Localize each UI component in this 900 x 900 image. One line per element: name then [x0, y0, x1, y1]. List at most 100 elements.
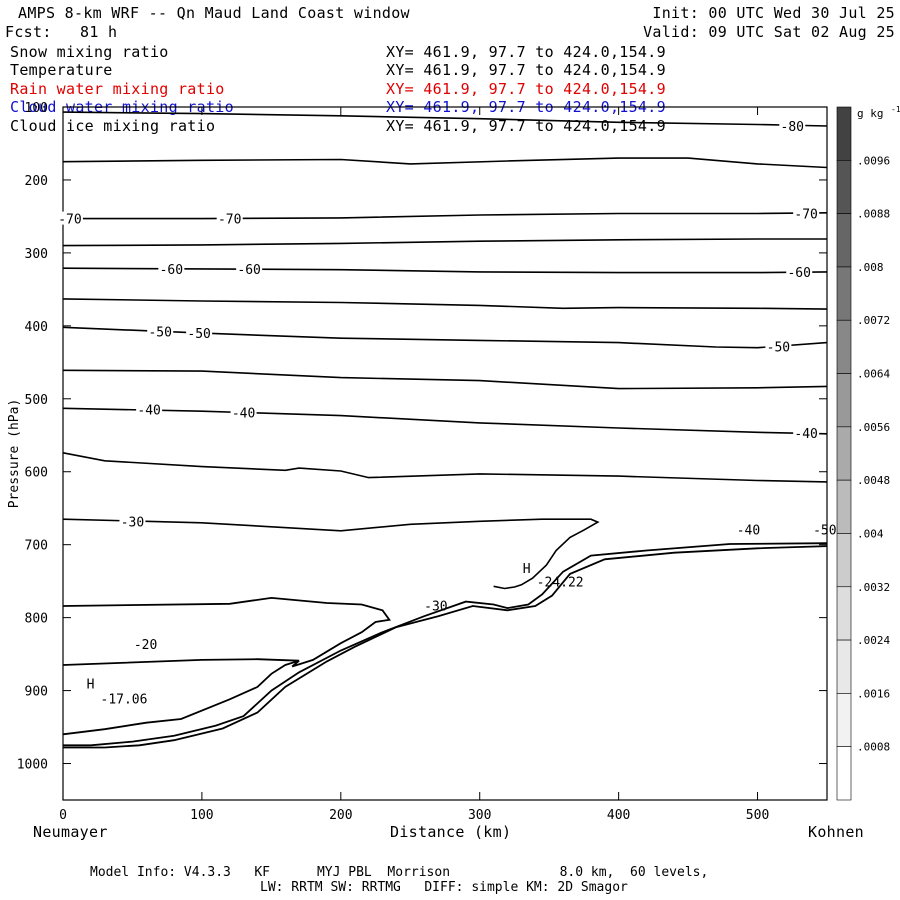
x-end-label-left: Neumayer: [33, 823, 108, 841]
field-name-rain: Rain water mixing ratio: [10, 80, 225, 98]
isotherm-label-bg: [158, 261, 185, 275]
colorbar-swatch: [836, 213, 852, 268]
terrain-contour: [62, 596, 391, 736]
colorbar-tick-label: .0096: [857, 154, 890, 167]
x-tick-label: 400: [607, 808, 630, 823]
chart-annotation: -50: [813, 523, 836, 538]
x-tick-label: 100: [190, 808, 213, 823]
chart-annotation: H: [523, 562, 531, 577]
plot-frame: [62, 106, 828, 801]
isotherm-label-bg: [230, 405, 257, 419]
colorbar-swatch: [836, 693, 852, 747]
field-name-cloud-ice: Cloud ice mixing ratio: [10, 117, 216, 135]
y-tick-label: 100: [25, 101, 48, 116]
y-tick-label: 800: [25, 612, 48, 627]
y-tick-label: 1000: [17, 758, 48, 773]
colorbar-tick-label: .0048: [857, 474, 890, 487]
y-tick-label: 600: [25, 466, 48, 481]
init-time: Init: 00 UTC Wed 30 Jul 25: [652, 4, 895, 22]
isotherm-label-bg: [786, 264, 813, 278]
colorbar-swatch: [836, 160, 852, 214]
isotherm-label-bg: [793, 206, 820, 220]
chart-annotation: -24.22: [537, 575, 584, 590]
isotherm-label: -40: [232, 407, 255, 422]
colorbar-unit: g kg: [857, 107, 884, 120]
chart-annotation: H: [87, 677, 95, 692]
isotherm-line: [62, 326, 828, 349]
y-tick-label: 400: [25, 320, 48, 335]
isotherm-label-bg: [119, 514, 146, 528]
isotherm-label: -60: [237, 263, 260, 278]
isotherm-line: [62, 157, 828, 169]
terrain-contour: [63, 545, 828, 749]
field-name-snow: Snow mixing ratio: [10, 43, 169, 61]
field-xy-rain: XY= 461.9, 97.7 to 424.0,154.9: [386, 80, 666, 98]
isotherm-label: -80: [781, 120, 804, 135]
isotherm-label-bg: [779, 118, 806, 132]
y-tick-label: 500: [25, 393, 48, 408]
y-axis-title: Pressure (hPa): [7, 399, 22, 509]
chart-annotation: -17.06: [101, 693, 148, 708]
field-xy-temperature: XY= 461.9, 97.7 to 424.0,154.9: [386, 61, 666, 79]
isotherm-label: -50: [767, 340, 790, 355]
x-tick-label: 0: [59, 808, 67, 823]
colorbar-swatch: [836, 106, 852, 161]
isotherm-label: -30: [121, 515, 144, 530]
forecast-label: Fcst:: [5, 23, 52, 41]
model-info-line: Model Info: V4.3.3 KF MYJ PBL Morrison 8…: [90, 865, 709, 880]
isotherm-line: [62, 267, 828, 274]
isotherm-line: [63, 212, 828, 220]
colorbar-unit-exponent: -1: [891, 105, 900, 114]
field-xy-snow: XY= 461.9, 97.7 to 424.0,154.9: [386, 43, 666, 61]
colorbar-swatch: [836, 479, 852, 534]
isotherm-label: -60: [787, 266, 810, 281]
colorbar-swatch: [836, 639, 852, 694]
colorbar-tick-label: .0072: [857, 314, 890, 327]
y-tick-label: 900: [25, 685, 48, 700]
colorbar-tick-label: .0056: [857, 421, 890, 434]
x-axis-title: Distance (km): [390, 823, 512, 841]
colorbar-tick-label: .0024: [857, 634, 890, 647]
colorbar-tick-label: .0016: [857, 687, 890, 700]
colorbar-tick-label: .0088: [857, 208, 890, 221]
isotherm-line: [62, 111, 828, 127]
isotherm-label-bg: [216, 211, 243, 225]
isotherm-line: [62, 369, 828, 390]
isotherm-label: -50: [148, 326, 171, 341]
colorbar-tick-label: .008: [857, 261, 884, 274]
physics-info-line: LW: RRTM SW: RRTMG DIFF: simple KM: 2D S…: [260, 880, 628, 895]
valid-time: Valid: 09 UTC Sat 02 Aug 25: [643, 23, 895, 41]
colorbar-tick-label: .0064: [857, 368, 890, 381]
isotherm-line: [62, 518, 600, 590]
isotherm-label: -70: [794, 208, 817, 223]
colorbar-swatch: [836, 533, 852, 588]
colorbar-tick-label: .0008: [857, 741, 890, 754]
isotherm-line: [62, 407, 828, 435]
colorbar-swatch: [836, 319, 852, 374]
field-name-temperature: Temperature: [10, 61, 113, 79]
colorbar-swatch: [836, 266, 852, 321]
isotherm-label-bg: [236, 261, 263, 275]
isotherm-line: [62, 452, 828, 483]
colorbar-swatch: [836, 373, 852, 428]
colorbar-tick-label: .0032: [857, 581, 890, 594]
isotherm-line: [62, 238, 827, 247]
x-tick-label: 200: [329, 808, 352, 823]
chart-annotation: -30: [424, 599, 447, 614]
x-tick-label: 300: [468, 808, 491, 823]
isotherm-label: -40: [794, 427, 817, 442]
isotherm-label-bg: [147, 324, 174, 338]
isotherm-line: [62, 298, 828, 310]
colorbar-tick-label: .004: [857, 527, 884, 540]
y-tick-label: 300: [25, 247, 48, 262]
isotherm-label-bg: [765, 339, 792, 353]
isotherm-label: -70: [218, 213, 241, 228]
x-tick-label: 500: [746, 808, 769, 823]
chart-annotation: -20: [134, 638, 157, 653]
isotherm-label: -40: [137, 404, 160, 419]
chart-annotation: -40: [737, 523, 760, 538]
isotherm-label: -50: [187, 327, 210, 342]
colorbar-swatch: [836, 586, 852, 641]
y-tick-label: 700: [25, 539, 48, 554]
